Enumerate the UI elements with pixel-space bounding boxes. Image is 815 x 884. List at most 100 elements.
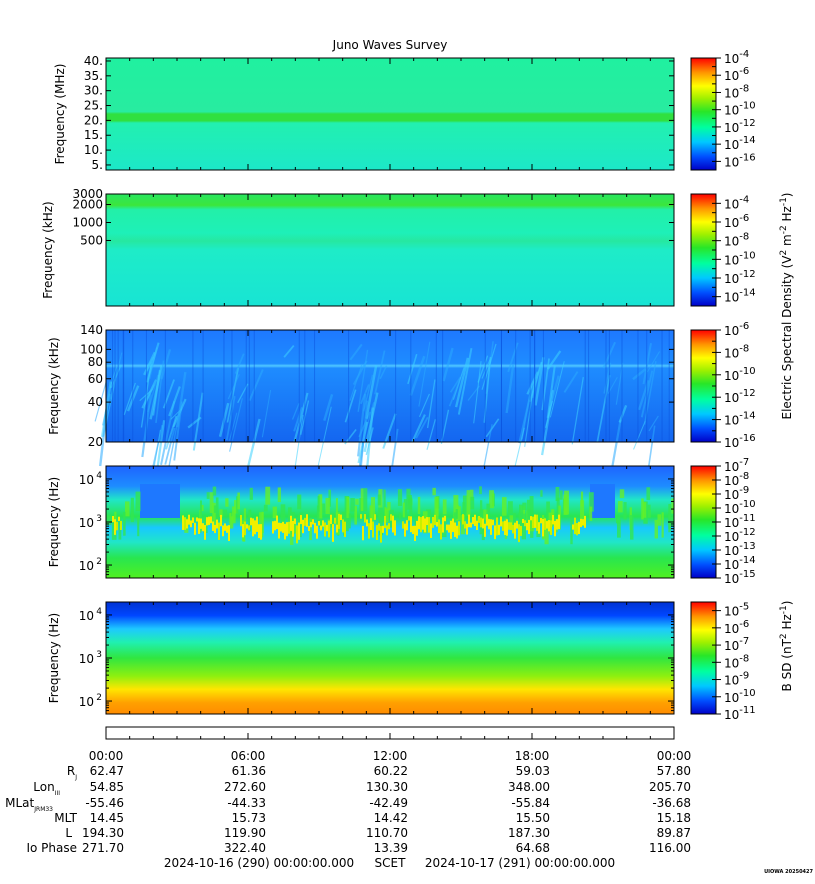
emission-streak bbox=[357, 393, 367, 457]
emission-streak bbox=[563, 371, 579, 393]
yellow-burst bbox=[536, 514, 538, 531]
ephemeris-value: 271.70 bbox=[82, 841, 124, 855]
emission-blob bbox=[398, 512, 402, 520]
emission-streak bbox=[514, 427, 525, 468]
emission-blob bbox=[137, 516, 140, 537]
yellow-burst bbox=[254, 520, 256, 535]
yellow-burst bbox=[362, 525, 364, 541]
emission-blob bbox=[355, 498, 359, 505]
emission-streak bbox=[155, 360, 165, 424]
colorbar-tick-label: 10-12 bbox=[724, 118, 756, 135]
emission-blob bbox=[540, 490, 543, 497]
yellow-burst bbox=[316, 525, 318, 539]
emission-blob bbox=[288, 507, 292, 530]
emission-blob bbox=[212, 502, 216, 525]
yellow-burst bbox=[344, 521, 346, 538]
emission-streak bbox=[382, 413, 397, 449]
emission-blob bbox=[479, 486, 482, 495]
colorbar-tick-label: 10-14 bbox=[724, 135, 756, 152]
emission-streak bbox=[633, 421, 646, 450]
emission-streak bbox=[549, 361, 565, 418]
yellow-burst bbox=[276, 515, 278, 530]
yellow-burst bbox=[248, 525, 250, 531]
colorbar-tick-label: 10-12 bbox=[724, 269, 756, 286]
emission-blob bbox=[317, 495, 320, 512]
yellow-burst bbox=[222, 525, 224, 537]
yellow-burst bbox=[312, 519, 314, 525]
yellow-burst bbox=[518, 524, 520, 543]
emission-blob bbox=[481, 520, 485, 541]
emission-streak bbox=[147, 374, 159, 412]
yellow-burst bbox=[520, 525, 522, 536]
emission-blob bbox=[556, 497, 560, 517]
emission-blob bbox=[466, 490, 471, 516]
emission-blob bbox=[199, 500, 202, 526]
emission-blob bbox=[453, 495, 459, 521]
quiet-region bbox=[590, 484, 615, 518]
yellow-burst bbox=[420, 517, 422, 533]
emission-blob bbox=[657, 514, 662, 526]
emission-streak bbox=[411, 414, 426, 443]
yellow-burst bbox=[120, 520, 122, 530]
yellow-burst bbox=[410, 516, 412, 533]
yellow-burst bbox=[112, 515, 114, 523]
emission-streak bbox=[481, 358, 491, 379]
yellow-burst bbox=[186, 519, 188, 529]
y-tick-label: 10. bbox=[84, 143, 103, 157]
emission-blob bbox=[272, 506, 277, 519]
yellow-burst bbox=[334, 517, 336, 524]
yellow-burst bbox=[278, 522, 280, 539]
emission-blob bbox=[135, 491, 141, 512]
yellow-burst bbox=[434, 514, 436, 526]
emission-blob bbox=[469, 489, 474, 501]
yellow-burst bbox=[450, 520, 452, 539]
emission-streak bbox=[596, 375, 611, 443]
y-tick-label: 40 bbox=[88, 395, 103, 409]
emission-streak bbox=[454, 357, 469, 408]
emission-streak bbox=[229, 398, 243, 452]
emission-blob bbox=[588, 492, 594, 512]
emission-blob bbox=[457, 506, 461, 521]
yellow-burst bbox=[580, 518, 582, 528]
ephemeris-value: -42.49 bbox=[369, 796, 408, 810]
ephemeris-row-label: MLT bbox=[54, 811, 77, 825]
yellow-burst bbox=[196, 517, 198, 522]
yellow-burst bbox=[280, 523, 282, 532]
emission-streak bbox=[141, 379, 158, 409]
emission-streak bbox=[323, 394, 334, 421]
colorbar-tick-label: 10-4 bbox=[724, 49, 749, 66]
yellow-burst bbox=[478, 516, 480, 523]
yellow-burst bbox=[306, 514, 308, 527]
yellow-burst bbox=[512, 524, 514, 534]
panel-5-spectrogram-image bbox=[106, 602, 674, 714]
colorbar-tick-label: 10-10 bbox=[724, 366, 756, 383]
ephemeris-value: 59.03 bbox=[516, 764, 550, 778]
emission-blob bbox=[617, 519, 621, 538]
colorbar-tick-label: 10-6 bbox=[724, 66, 749, 83]
yellow-burst bbox=[548, 520, 550, 532]
emission-streak bbox=[409, 355, 426, 396]
emission-streak bbox=[149, 365, 163, 420]
panel-4-colorbar bbox=[690, 465, 717, 579]
emission-blob bbox=[641, 498, 644, 520]
ephemeris-row-label: RJ bbox=[67, 764, 77, 781]
yellow-burst bbox=[446, 524, 448, 531]
emission-streak bbox=[374, 350, 386, 395]
y-tick-label: 2000 bbox=[72, 198, 103, 212]
emission-blob bbox=[206, 492, 210, 499]
colorbar-tick-label: 10-10 bbox=[724, 101, 756, 118]
emission-streak bbox=[632, 368, 647, 381]
yellow-burst bbox=[218, 522, 220, 540]
yellow-burst bbox=[442, 517, 444, 533]
emission-streak bbox=[344, 389, 357, 423]
yellow-burst bbox=[360, 514, 362, 519]
yellow-burst bbox=[318, 521, 320, 526]
emission-blob bbox=[387, 502, 391, 511]
ephemeris-value: 62.47 bbox=[90, 764, 124, 778]
emission-streak bbox=[349, 364, 363, 401]
y-tick-label: 1000 bbox=[72, 215, 103, 229]
yellow-burst bbox=[206, 517, 208, 526]
emission-streak bbox=[365, 364, 378, 419]
yellow-burst bbox=[524, 520, 526, 527]
